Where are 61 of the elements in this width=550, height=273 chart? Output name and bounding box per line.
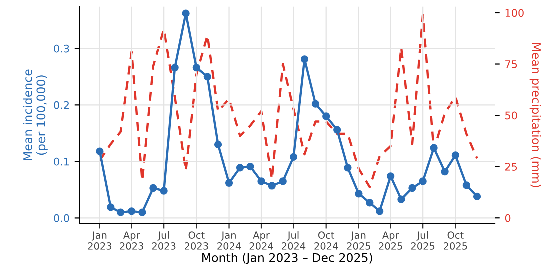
point (300, 56, 309, 64)
x-tick-label: Jul 2024 (282, 232, 306, 250)
point (214, 140, 222, 149)
x-tick-label: Apr 2024 (250, 232, 274, 250)
y2-tick-label: 100 (506, 9, 524, 18)
y2-tick-label: 50 (506, 112, 518, 120)
y-tick-label: 0.3 (54, 44, 70, 53)
x-tick-label: Jul 2023 (152, 232, 176, 250)
point (160, 187, 168, 195)
y2-tick-label: 25 (505, 163, 518, 171)
x-tick-label: Jul 2025 (411, 232, 435, 250)
y-axis-title: Mean incidence (per 100,000) (23, 70, 48, 160)
point (117, 208, 125, 216)
point (366, 199, 374, 207)
point (355, 190, 363, 198)
x-tick-label: Oct 2025 (444, 232, 468, 250)
line-series (98, 14, 478, 188)
point (204, 73, 212, 81)
point (430, 144, 438, 152)
point (441, 168, 449, 176)
x-tick-label: Oct 2024 (314, 232, 338, 250)
x-tick-label: Jan 2024 (218, 232, 242, 250)
point (312, 100, 320, 108)
point (398, 196, 406, 204)
point (192, 64, 200, 72)
x-tick-label: Jan 2025 (347, 232, 370, 250)
point (258, 178, 266, 186)
point (419, 178, 427, 186)
y2-tick-label: 0 (505, 214, 511, 222)
x-axis-title: Month (Jan 2023 – Dec 2025) (202, 253, 372, 265)
point (322, 112, 330, 120)
y2-axis-title: Mean precipitation (mm) (530, 43, 542, 188)
point (96, 148, 104, 156)
point (138, 208, 146, 216)
point (150, 184, 158, 192)
point (290, 153, 298, 161)
point (344, 164, 352, 172)
x-tick-label: Oct 2023 (185, 232, 208, 250)
y2-tick-label: 75 (506, 60, 518, 68)
point (462, 182, 470, 190)
x-tick-label: Apr 2023 (120, 232, 144, 250)
point (128, 208, 136, 216)
point (473, 192, 482, 201)
point (236, 164, 244, 172)
point (268, 182, 276, 190)
point (376, 208, 384, 216)
point (334, 126, 342, 134)
point (107, 204, 115, 212)
x-tick-label: Apr 2025 (379, 232, 402, 250)
point (182, 10, 190, 18)
point (387, 172, 395, 180)
y-tick-label: 0.0 (54, 214, 70, 222)
y-tick-label: 0.2 (54, 101, 69, 110)
point (452, 152, 460, 160)
point (408, 184, 416, 192)
x-tick-label: Jan 2023 (88, 232, 112, 250)
point (171, 64, 179, 72)
point (246, 162, 254, 171)
point (225, 179, 234, 187)
point (279, 178, 287, 186)
y-tick-label: 0.1 (54, 158, 70, 166)
